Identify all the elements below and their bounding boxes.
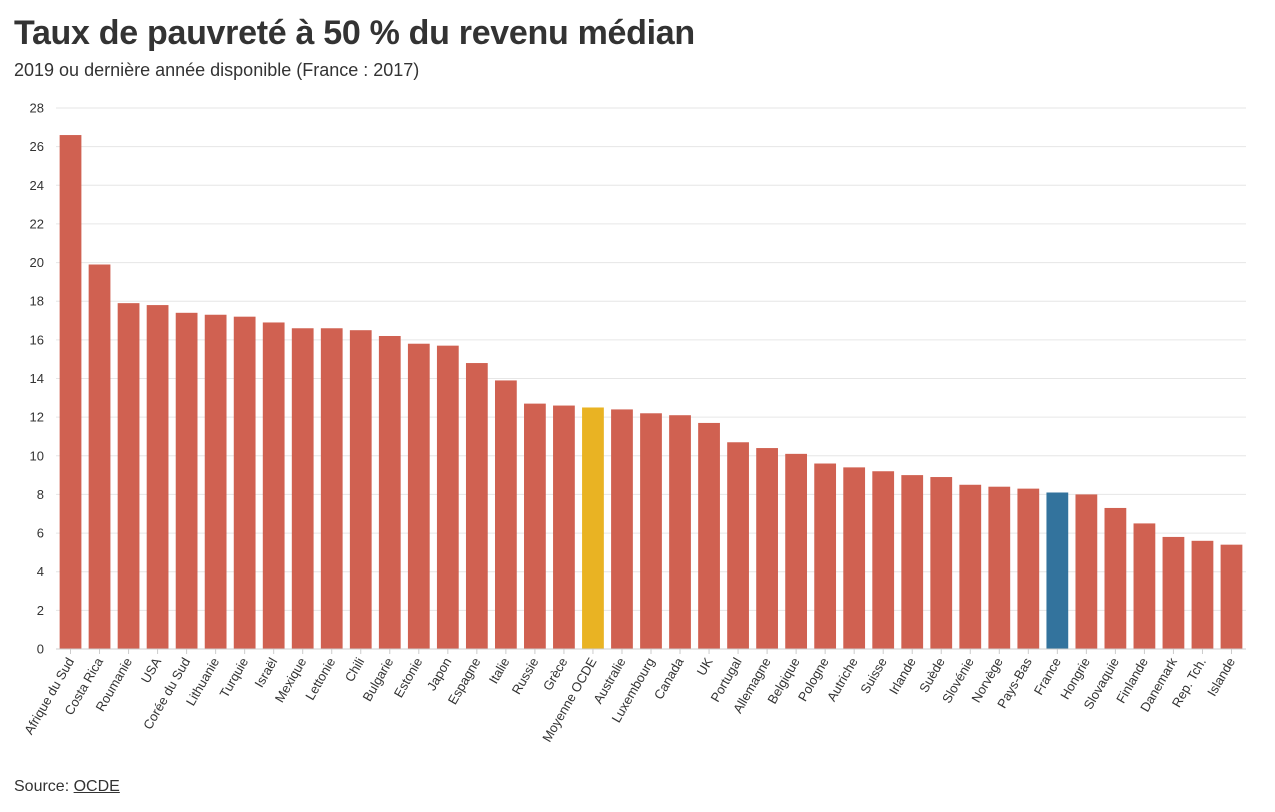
bar[interactable] (233, 316, 256, 649)
bar[interactable] (407, 343, 430, 649)
bar[interactable] (524, 403, 546, 649)
x-tick-label: Chili (342, 655, 368, 684)
bar[interactable] (727, 442, 749, 649)
bar[interactable] (611, 409, 633, 649)
bar[interactable] (669, 415, 691, 649)
bar[interactable] (1104, 507, 1127, 649)
bar[interactable] (698, 422, 720, 649)
y-tick-label: 6 (37, 526, 44, 541)
bar[interactable] (901, 475, 924, 649)
y-tick-label: 8 (37, 487, 44, 502)
bar[interactable] (872, 471, 895, 649)
source-label: Source: (14, 778, 74, 795)
bar[interactable] (465, 363, 488, 649)
bar[interactable] (349, 330, 372, 649)
x-tick-label: Canada (651, 654, 687, 702)
chart-title: Taux de pauvreté à 50 % du revenu médian (14, 14, 695, 52)
y-tick-label: 14 (30, 371, 44, 386)
source-note: Source: OCDE (14, 778, 120, 796)
x-tick-label: Suisse (857, 655, 890, 696)
bar[interactable] (1220, 544, 1243, 649)
bar[interactable] (494, 380, 517, 649)
bar[interactable] (436, 345, 459, 649)
y-tick-label: 12 (30, 410, 44, 425)
bar[interactable] (756, 448, 778, 649)
y-tick-label: 18 (30, 294, 44, 309)
x-tick-label: Estonie (391, 655, 426, 700)
chart-subtitle: 2019 ou dernière année disponible (Franc… (14, 60, 420, 80)
bar[interactable] (582, 407, 604, 649)
y-tick-label: 0 (37, 642, 44, 657)
x-tick-label: Israël (251, 655, 280, 690)
bar[interactable] (262, 322, 285, 649)
x-tick-label: Japon (424, 655, 455, 693)
bar[interactable] (146, 305, 169, 649)
bar[interactable] (988, 486, 1011, 649)
x-tick-label: Grèce (540, 655, 571, 693)
bar[interactable] (117, 303, 140, 649)
bar[interactable] (814, 463, 837, 649)
x-tick-label: Suède (916, 655, 948, 695)
y-tick-label: 10 (30, 448, 44, 463)
bar[interactable] (204, 314, 227, 649)
x-tick-label: USA (138, 655, 165, 686)
x-tick-label: UK (694, 655, 716, 678)
y-tick-label: 4 (37, 564, 44, 579)
x-tick-label: Russie (509, 655, 542, 697)
y-tick-label: 24 (30, 178, 44, 193)
y-tick-label: 2 (37, 603, 44, 618)
y-tick-label: 16 (30, 332, 44, 347)
bar[interactable] (320, 328, 343, 649)
y-tick-label: 22 (30, 216, 44, 231)
bar[interactable] (930, 477, 953, 649)
x-tick-label: Irlande (886, 655, 919, 697)
bar[interactable] (1133, 523, 1156, 649)
x-tick-label: Islande (1204, 655, 1238, 699)
bar[interactable] (843, 467, 866, 649)
bars (59, 135, 1243, 650)
y-tick-label: 26 (30, 139, 44, 154)
x-tick-label: Italie (486, 655, 513, 686)
bar[interactable] (785, 453, 808, 649)
bar[interactable] (175, 312, 198, 649)
bar[interactable] (1162, 536, 1185, 649)
bar[interactable] (1191, 540, 1214, 649)
y-tick-label: 28 (30, 101, 44, 116)
bar[interactable] (291, 328, 314, 649)
y-tick-label: 20 (30, 255, 44, 270)
bar[interactable] (1046, 492, 1069, 649)
bar[interactable] (1075, 494, 1098, 649)
bar[interactable] (959, 484, 982, 649)
source-link[interactable]: OCDE (73, 778, 120, 795)
bar[interactable] (553, 405, 575, 649)
bar[interactable] (88, 264, 111, 649)
bar[interactable] (640, 413, 662, 649)
bar[interactable] (1017, 488, 1040, 649)
x-tick-label: Turquie (216, 655, 251, 700)
bar[interactable] (59, 135, 82, 650)
bar[interactable] (378, 335, 401, 649)
